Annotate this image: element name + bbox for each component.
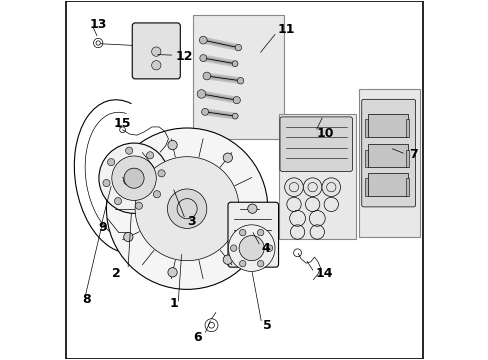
Circle shape xyxy=(99,143,169,213)
Circle shape xyxy=(257,260,264,267)
Text: 14: 14 xyxy=(315,267,332,280)
Circle shape xyxy=(266,245,272,251)
Text: 1: 1 xyxy=(169,297,178,310)
Circle shape xyxy=(158,170,165,177)
Circle shape xyxy=(257,229,264,236)
Bar xyxy=(405,178,408,196)
Circle shape xyxy=(112,156,156,201)
Bar xyxy=(405,149,408,167)
Circle shape xyxy=(199,36,207,44)
FancyBboxPatch shape xyxy=(192,15,284,139)
Bar xyxy=(364,178,367,196)
Circle shape xyxy=(123,176,133,185)
Circle shape xyxy=(167,267,177,277)
Circle shape xyxy=(223,255,232,264)
Circle shape xyxy=(102,180,110,186)
Circle shape xyxy=(303,178,321,197)
Circle shape xyxy=(123,232,133,242)
Circle shape xyxy=(135,202,142,209)
Circle shape xyxy=(247,204,257,213)
Text: 5: 5 xyxy=(263,319,271,332)
Bar xyxy=(367,144,407,167)
Circle shape xyxy=(167,189,206,228)
Text: 6: 6 xyxy=(192,330,201,343)
Circle shape xyxy=(114,198,122,205)
Circle shape xyxy=(239,229,245,236)
Circle shape xyxy=(235,44,241,51)
Text: 11: 11 xyxy=(277,23,294,36)
Circle shape xyxy=(197,90,205,98)
Circle shape xyxy=(321,178,340,197)
Text: 7: 7 xyxy=(408,148,417,161)
Circle shape xyxy=(232,113,238,119)
Text: 10: 10 xyxy=(316,127,333,140)
Bar xyxy=(364,119,367,137)
Circle shape xyxy=(151,60,161,70)
Circle shape xyxy=(223,153,232,162)
Circle shape xyxy=(125,147,133,154)
Circle shape xyxy=(135,157,239,261)
Circle shape xyxy=(200,55,206,62)
Circle shape xyxy=(239,260,245,267)
FancyBboxPatch shape xyxy=(280,117,352,171)
Circle shape xyxy=(153,191,160,198)
Circle shape xyxy=(232,61,238,67)
FancyBboxPatch shape xyxy=(359,89,419,237)
Circle shape xyxy=(228,225,274,271)
Circle shape xyxy=(201,108,208,115)
Text: 12: 12 xyxy=(175,50,193,63)
Circle shape xyxy=(146,152,153,159)
Text: 2: 2 xyxy=(112,267,121,280)
FancyBboxPatch shape xyxy=(227,202,278,267)
Text: 3: 3 xyxy=(187,215,195,228)
Bar xyxy=(405,119,408,137)
Text: 4: 4 xyxy=(261,242,270,255)
Text: 9: 9 xyxy=(98,221,106,234)
FancyBboxPatch shape xyxy=(361,99,415,207)
FancyBboxPatch shape xyxy=(278,114,355,239)
Circle shape xyxy=(151,47,161,56)
FancyBboxPatch shape xyxy=(132,23,180,79)
Bar xyxy=(364,149,367,167)
Bar xyxy=(367,173,407,196)
Circle shape xyxy=(203,72,210,80)
Circle shape xyxy=(284,178,303,197)
Circle shape xyxy=(124,168,144,188)
Text: 13: 13 xyxy=(89,18,107,31)
Circle shape xyxy=(167,140,177,150)
Text: 15: 15 xyxy=(113,117,131,130)
Circle shape xyxy=(237,77,244,84)
Bar xyxy=(367,114,407,137)
Text: 8: 8 xyxy=(82,293,91,306)
Circle shape xyxy=(233,96,240,104)
Circle shape xyxy=(106,128,267,289)
Circle shape xyxy=(239,235,264,261)
Circle shape xyxy=(230,245,237,251)
Circle shape xyxy=(107,158,115,166)
